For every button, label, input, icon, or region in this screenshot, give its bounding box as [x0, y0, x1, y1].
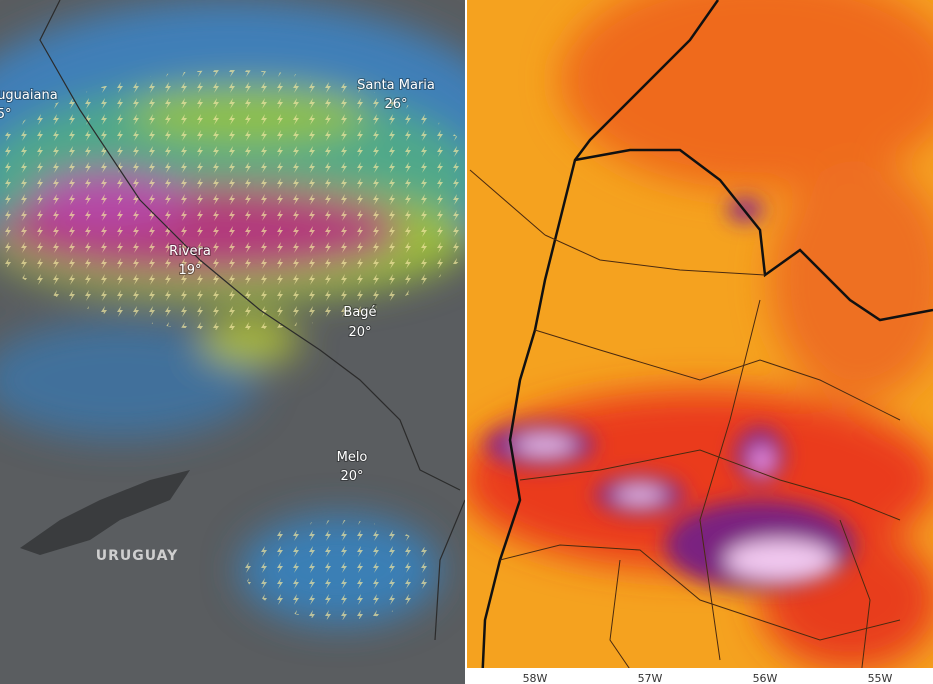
place-temp: 25° [0, 107, 12, 122]
place-name: Rivera [169, 244, 211, 259]
longitude-label: 58W [523, 672, 548, 684]
longitude-label: 55W [868, 672, 893, 684]
divider [465, 0, 467, 684]
place-name: Santa Maria [357, 78, 435, 93]
place-name: Melo [337, 450, 368, 465]
place-name: Bagé [343, 305, 376, 320]
place-temp: 26° [384, 97, 407, 112]
place-temp: 20° [340, 469, 363, 484]
wind-map: Uruguaiana 25° Santa Maria 26° Rivera 19… [0, 0, 465, 684]
place-temp: 20° [348, 325, 371, 340]
longitude-label: 56W [753, 672, 778, 684]
place-name: Uruguaiana [0, 88, 58, 103]
country-label: URUGUAY [96, 548, 179, 564]
satellite-map: 58W 57W 56W 55W [467, 0, 933, 684]
place-temp: 19° [178, 263, 201, 278]
longitude-label: 57W [638, 672, 663, 684]
